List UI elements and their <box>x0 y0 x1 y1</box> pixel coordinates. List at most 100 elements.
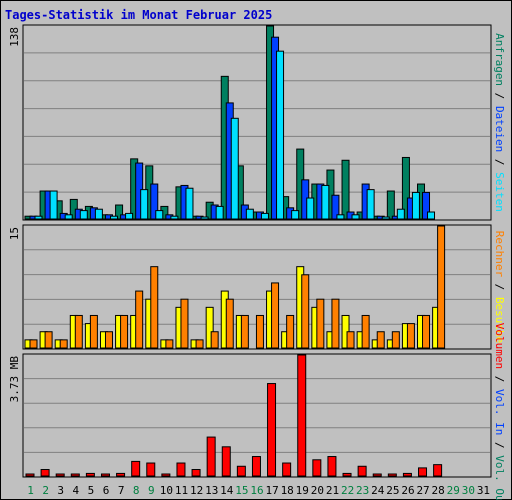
xtick-day-19: 19 <box>296 484 309 497</box>
bar-rechner-day-25 <box>391 331 400 349</box>
xtick-day-7: 7 <box>118 484 125 497</box>
bar-seiten-day-22 <box>351 214 360 220</box>
bar-seiten-day-13 <box>215 205 224 220</box>
xtick-day-10: 10 <box>160 484 173 497</box>
bar-seiten-day-17 <box>276 50 285 220</box>
bar-rechner-day-23 <box>361 314 370 349</box>
legend-part: Dateien <box>493 106 506 152</box>
bar-seiten-day-1 <box>34 215 43 220</box>
bar-seiten-day-6 <box>109 215 118 220</box>
xtick-day-21: 21 <box>326 484 339 497</box>
bar-seiten-day-3 <box>64 214 73 220</box>
bar-seiten-day-16 <box>260 212 269 220</box>
bar-seiten-day-12 <box>200 216 209 220</box>
bar-seiten-day-4 <box>79 210 88 220</box>
bar-seiten-day-15 <box>245 208 254 220</box>
bar-rechner-day-20 <box>316 298 325 349</box>
bar-seiten-day-10 <box>170 215 179 220</box>
bar-seiten-day-26 <box>411 191 420 220</box>
bar-rechner-day-22 <box>346 331 355 349</box>
bar-rechner-day-19 <box>301 274 310 349</box>
bar-rechner-day-27 <box>422 314 431 349</box>
bar-seiten-day-5 <box>94 208 103 220</box>
bar-volumen-day-23 <box>357 465 367 477</box>
chart-title: Tages-Statistik im Monat Februar 2025 <box>5 8 273 22</box>
xtick-day-1: 1 <box>27 484 34 497</box>
bar-seiten-day-19 <box>306 197 315 220</box>
bar-volumen-day-9 <box>146 462 156 477</box>
legend-part: Seiten <box>493 172 506 212</box>
legend-part: / <box>493 152 506 172</box>
xtick-day-17: 17 <box>265 484 278 497</box>
bar-volumen-day-2 <box>40 469 50 477</box>
bar-seiten-day-25 <box>396 208 405 220</box>
xtick-day-5: 5 <box>88 484 95 497</box>
xtick-day-20: 20 <box>311 484 324 497</box>
xtick-day-22: 22 <box>341 484 354 497</box>
legend-part: Volumen <box>493 323 506 369</box>
legend-part: Besuche <box>493 297 506 343</box>
legend-part: / <box>493 277 506 297</box>
bar-volumen-day-17 <box>267 383 277 477</box>
xtick-day-29: 29 <box>447 484 460 497</box>
xtick-day-26: 26 <box>401 484 414 497</box>
bar-volumen-day-11 <box>176 462 186 477</box>
bar-rechner-day-7 <box>120 314 129 349</box>
xtick-day-24: 24 <box>371 484 385 497</box>
bar-rechner-day-11 <box>180 298 189 349</box>
ytick-top-bottom: 3.73 MB <box>8 356 21 403</box>
bar-rechner-day-6 <box>104 331 113 349</box>
bar-volumen-day-24 <box>372 473 382 477</box>
bar-seiten-day-20 <box>321 184 330 220</box>
bar-rechner-day-18 <box>286 314 295 349</box>
bar-rechner-day-9 <box>150 266 159 349</box>
bar-volumen-day-21 <box>327 456 337 477</box>
legend-part: Anfragen <box>493 33 506 86</box>
bar-rechner-day-21 <box>331 298 340 349</box>
bar-volumen-day-27 <box>418 467 428 477</box>
xtick-day-14: 14 <box>220 484 234 497</box>
bar-volumen-day-8 <box>131 460 141 477</box>
xtick-day-23: 23 <box>356 484 369 497</box>
bar-volumen-day-10 <box>161 473 171 477</box>
bar-seiten-day-9 <box>155 210 164 220</box>
bar-rechner-day-8 <box>135 290 144 349</box>
bar-seiten-day-18 <box>291 210 300 220</box>
legend-label-middle: Rechner / Besuche <box>493 231 506 344</box>
bar-rechner-day-16 <box>255 314 264 349</box>
legend-part: / <box>493 435 506 455</box>
bar-anfragen-day-7 <box>115 204 124 220</box>
bar-volumen-day-28 <box>433 464 443 477</box>
xtick-day-3: 3 <box>57 484 64 497</box>
bar-seiten-day-21 <box>336 214 345 220</box>
xtick-day-30: 30 <box>462 484 475 497</box>
bar-seiten-day-8 <box>140 189 149 220</box>
bar-dateien-day-9 <box>150 183 159 220</box>
bar-dateien-day-21 <box>331 194 340 220</box>
bar-volumen-day-12 <box>191 469 201 477</box>
xtick-day-8: 8 <box>133 484 140 497</box>
bar-rechner-day-14 <box>225 298 234 349</box>
bar-seiten-day-24 <box>381 216 390 220</box>
bar-volumen-day-18 <box>282 462 292 477</box>
plot-area-top <box>22 24 492 221</box>
bar-seiten-day-11 <box>185 187 194 220</box>
bar-volumen-day-1 <box>25 473 35 477</box>
xtick-day-9: 9 <box>148 484 155 497</box>
xtick-day-6: 6 <box>103 484 110 497</box>
bar-rechner-day-1 <box>29 339 38 349</box>
xtick-day-18: 18 <box>281 484 294 497</box>
bar-rechner-day-10 <box>165 339 174 349</box>
bar-volumen-day-26 <box>402 472 412 477</box>
legend-part: Rechner <box>493 231 506 278</box>
legend-label-top: Anfragen / Dateien / Seiten <box>493 33 506 212</box>
legend-part: Vol. In <box>493 389 506 435</box>
bar-rechner-day-2 <box>44 331 53 349</box>
bar-dateien-day-27 <box>422 191 431 220</box>
bar-seiten-day-14 <box>230 117 239 220</box>
bar-volumen-day-25 <box>387 473 397 477</box>
xtick-day-15: 15 <box>235 484 248 497</box>
xtick-day-2: 2 <box>42 484 49 497</box>
xtick-day-28: 28 <box>432 484 445 497</box>
bar-rechner-day-13 <box>210 331 219 349</box>
